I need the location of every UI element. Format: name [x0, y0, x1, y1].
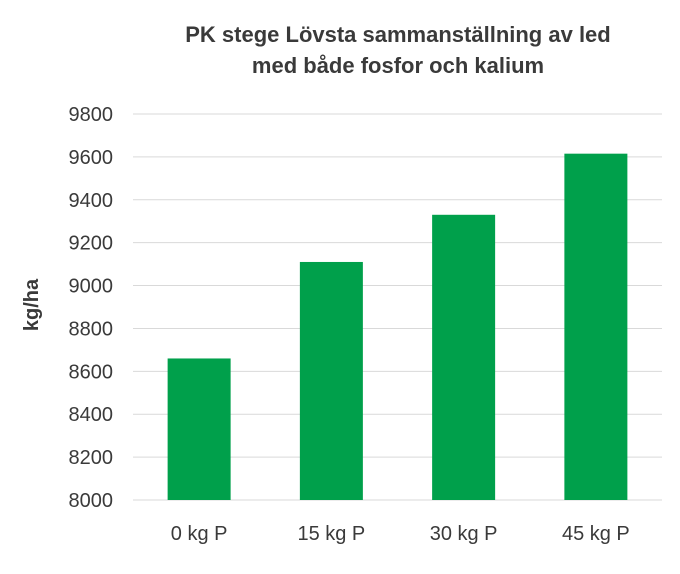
y-tick-label: 9000 [69, 276, 114, 298]
bar-1 [299, 261, 363, 500]
x-tick-label: 30 kg P [430, 523, 498, 545]
chart-title-line-1: PK stege Lövsta sammanställning av led [185, 22, 610, 47]
x-tick-label: 45 kg P [562, 523, 630, 545]
x-tick-label: 15 kg P [297, 523, 365, 545]
y-tick-label: 8400 [69, 404, 114, 426]
bars [167, 153, 628, 501]
y-tick-label: 9200 [69, 233, 114, 255]
x-axis-ticks: 0 kg P 15 kg P 30 kg P 45 kg P [171, 523, 630, 545]
x-tick-label: 0 kg P [171, 523, 228, 545]
y-tick-label: 8200 [69, 447, 114, 469]
y-tick-label: 8000 [69, 490, 114, 512]
y-tick-label: 9400 [69, 190, 114, 212]
bar-0 [167, 358, 231, 500]
y-tick-label: 8600 [69, 361, 114, 383]
y-axis-label: kg/ha [21, 278, 43, 331]
y-tick-label: 9800 [69, 104, 114, 126]
bar-2 [432, 214, 496, 501]
bar-3 [564, 153, 628, 500]
chart-title-line-2: med både fosfor och kalium [252, 53, 544, 78]
y-axis-ticks: 8000 8200 8400 8600 8800 9000 9200 9400 9600 9800 [69, 104, 114, 512]
y-tick-label: 8800 [69, 318, 114, 340]
y-tick-label: 9600 [69, 147, 114, 169]
